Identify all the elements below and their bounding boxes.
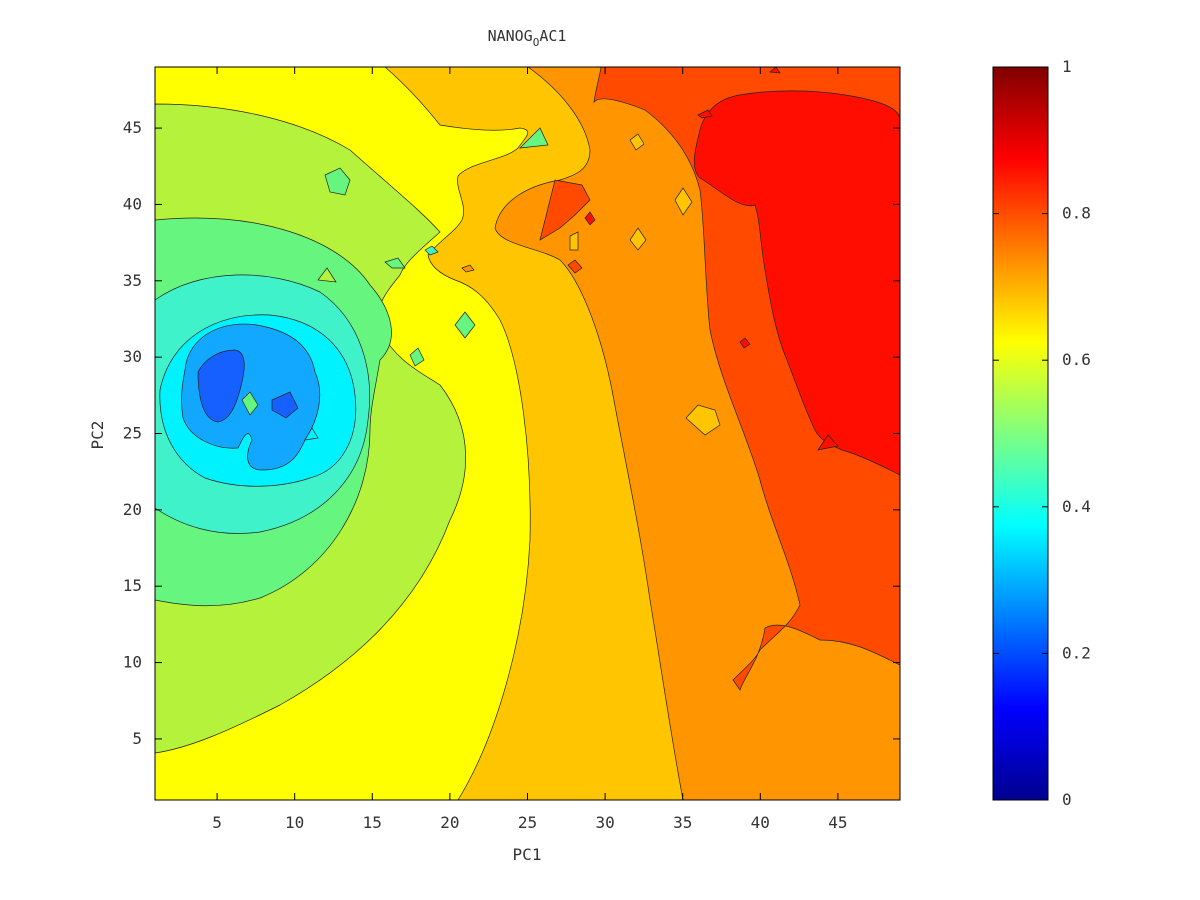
- y-tick-label: 45: [123, 118, 142, 137]
- x-tick-label: 35: [673, 813, 692, 832]
- x-tick-label: 25: [518, 813, 537, 832]
- contour-island: [697, 109, 713, 119]
- x-tick-label: 40: [751, 813, 770, 832]
- contour-island: [685, 404, 721, 436]
- colorbar-tick-label: 1: [1062, 57, 1072, 76]
- contour-island: [569, 231, 579, 251]
- contour-island: [317, 267, 337, 283]
- contour-island: [304, 427, 319, 441]
- contour-plot: [155, 67, 900, 800]
- contour-fill-0.9: [693, 90, 900, 476]
- colorbar-tick-label: 0: [1062, 790, 1072, 809]
- contour-island: [769, 67, 781, 74]
- x-tick-label: 30: [595, 813, 614, 832]
- contour-island: [241, 391, 259, 416]
- contour-island: [384, 257, 406, 269]
- chart-title: NANOGOAC1: [488, 27, 567, 49]
- colorbar-tick-label: 0.4: [1062, 497, 1091, 516]
- y-axis-label: PC2: [88, 421, 107, 450]
- colorbar-ticks: 0 0.2 0.4 0.6 0.8 1: [993, 57, 1091, 809]
- y-tick-label: 5: [132, 729, 142, 748]
- contour-fill-0.2-b: [271, 391, 299, 419]
- contour-island: [739, 337, 751, 349]
- y-axis-ticks: 5 10 15 20 25 30 35 40 45: [123, 118, 900, 748]
- y-tick-label: 35: [123, 271, 142, 290]
- contour-island: [424, 245, 439, 256]
- contour-island: [519, 127, 549, 149]
- y-tick-label: 10: [123, 653, 142, 672]
- contour-island: [567, 259, 583, 274]
- y-tick-label: 20: [123, 500, 142, 519]
- x-tick-label: 15: [363, 813, 382, 832]
- y-tick-label: 15: [123, 576, 142, 595]
- x-tick-label: 20: [440, 813, 459, 832]
- contour-island: [674, 187, 693, 216]
- x-tick-label: 5: [212, 813, 222, 832]
- y-tick-label: 40: [123, 194, 142, 213]
- contour-island: [409, 347, 425, 367]
- x-tick-label: 10: [285, 813, 304, 832]
- y-tick-label: 30: [123, 347, 142, 366]
- chart-title-subscript: O: [533, 36, 540, 49]
- contour-island: [817, 434, 839, 451]
- contour-island: [461, 264, 475, 273]
- x-axis-label: PC1: [513, 845, 542, 864]
- contour-island: [584, 211, 596, 226]
- contour-island: [629, 133, 645, 151]
- colorbar-tick-label: 0.2: [1062, 643, 1091, 662]
- contour-island: [539, 179, 591, 241]
- contour-island: [324, 167, 351, 196]
- colorbar-tick-label: 0.8: [1062, 204, 1091, 223]
- colorbar: [992, 66, 1049, 801]
- y-tick-label: 25: [123, 424, 142, 443]
- colorbar-tick-label: 0.6: [1062, 350, 1091, 369]
- contour-island: [629, 227, 647, 251]
- contour-fill-0.2: [197, 349, 245, 423]
- x-axis-ticks: 5 10 15 20 25 30 35 40 45: [212, 67, 848, 832]
- contour-island: [454, 311, 476, 339]
- x-tick-label: 45: [828, 813, 847, 832]
